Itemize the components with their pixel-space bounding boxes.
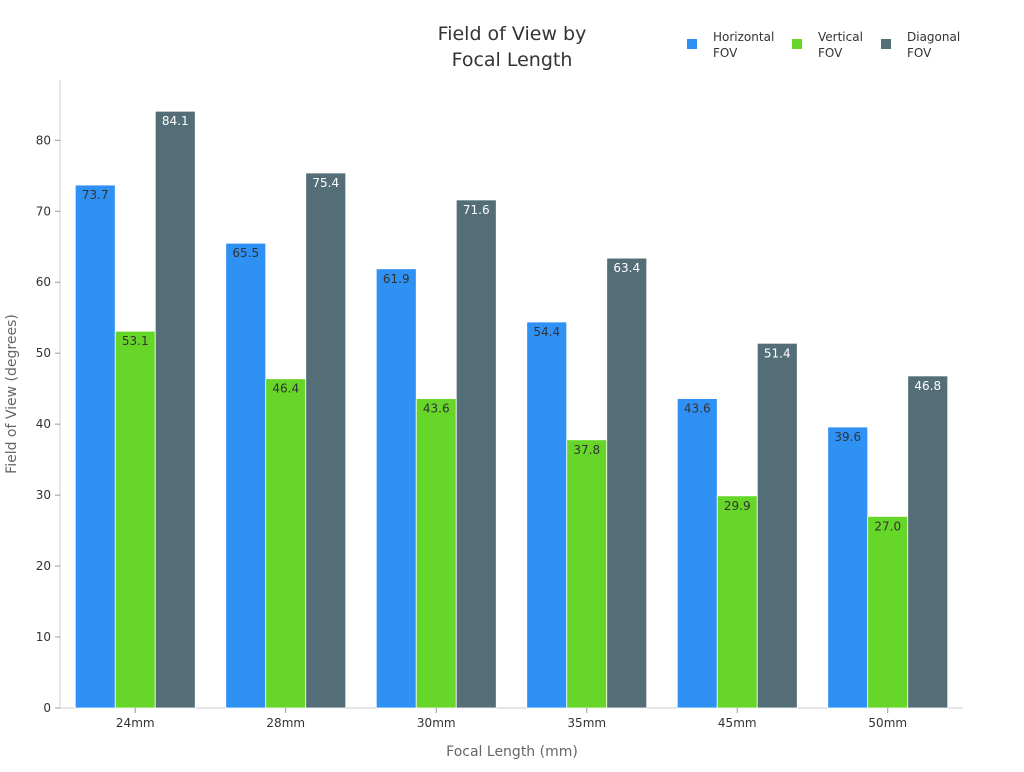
data-label: 75.4: [312, 176, 339, 190]
data-label: 71.6: [463, 203, 490, 217]
data-label: 51.4: [764, 346, 791, 360]
y-tick-label: 10: [36, 630, 51, 644]
bar: [114, 330, 156, 709]
x-tick-label: 45mm: [718, 716, 757, 730]
data-label: 54.4: [533, 325, 560, 339]
y-tick-label: 20: [36, 559, 51, 573]
bar: [526, 321, 568, 709]
data-label: 29.9: [724, 499, 751, 513]
x-axis-label: Focal Length (mm): [446, 744, 578, 760]
x-tick-label: 50mm: [868, 716, 907, 730]
data-label: 43.6: [684, 402, 711, 416]
data-label: 84.1: [162, 114, 189, 128]
y-tick-label: 0: [43, 701, 51, 715]
y-tick-label: 30: [36, 488, 51, 502]
data-label: 39.6: [834, 430, 861, 444]
data-label: 43.6: [423, 402, 450, 416]
y-tick-label: 70: [36, 204, 51, 218]
x-tick-label: 28mm: [266, 716, 305, 730]
bar: [375, 268, 417, 709]
bar: [756, 342, 798, 709]
y-tick-label: 80: [36, 133, 51, 147]
data-label: 53.1: [122, 334, 149, 348]
y-axis-label: Field of View (degrees): [4, 314, 20, 474]
data-label: 73.7: [82, 188, 109, 202]
y-tick-label: 40: [36, 417, 51, 431]
legend-label: Diagonal FOV: [907, 30, 960, 60]
bar: [606, 257, 648, 709]
bar: [305, 172, 347, 709]
bar: [676, 398, 718, 709]
y-tick-label: 60: [36, 275, 51, 289]
bar: [867, 516, 909, 709]
bar: [455, 199, 497, 709]
legend-swatch: [687, 39, 697, 49]
data-label: 46.4: [272, 382, 299, 396]
data-label: 27.0: [874, 519, 901, 533]
x-tick-label: 35mm: [567, 716, 606, 730]
x-tick-label: 24mm: [116, 716, 155, 730]
data-label: 65.5: [232, 246, 259, 260]
legend: Horizontal FOV Vertical FOV Diagonal FOV: [687, 30, 960, 60]
data-label: 63.4: [613, 261, 640, 275]
legend-label: Vertical FOV: [818, 30, 863, 60]
legend-swatch: [881, 39, 891, 49]
bar: [225, 242, 267, 709]
bar: [716, 495, 758, 709]
bar: [827, 426, 869, 709]
bar: [265, 378, 307, 709]
legend-label: Horizontal FOV: [713, 30, 774, 60]
legend-swatch: [792, 39, 802, 49]
bar: [566, 439, 608, 709]
data-label: 37.8: [573, 443, 600, 457]
bar: [415, 398, 457, 709]
bar: [907, 375, 949, 709]
x-tick-label: 30mm: [417, 716, 456, 730]
bar: [154, 110, 196, 709]
data-label: 61.9: [383, 272, 410, 286]
y-tick-label: 50: [36, 346, 51, 360]
chart-title: Field of View by Focal Length: [438, 23, 587, 71]
bar: [74, 184, 116, 709]
data-label: 46.8: [914, 379, 941, 393]
